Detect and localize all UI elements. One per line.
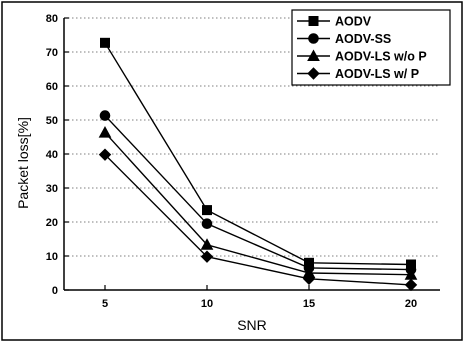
y-tick-label: 30 (46, 183, 58, 195)
data-point (200, 238, 214, 250)
y-axis-ticks: 0 10 20 30 40 50 60 70 80 (46, 13, 69, 297)
y-tick-label: 0 (52, 285, 58, 297)
legend-marker (308, 16, 319, 26)
data-point (98, 126, 112, 138)
data-point (99, 110, 111, 121)
x-tick-label: 5 (102, 298, 108, 310)
x-tick-label: 15 (303, 298, 315, 310)
series-circle (99, 110, 417, 275)
data-point (100, 37, 110, 48)
data-point (98, 148, 112, 161)
data-point (200, 250, 214, 263)
y-tick-label: 80 (46, 13, 58, 25)
legend-label: AODV-SS (335, 32, 391, 46)
series-line (104, 132, 412, 276)
x-tick-label: 10 (201, 298, 213, 310)
data-point (302, 272, 316, 285)
x-tick-label: 20 (405, 298, 417, 310)
y-axis-title: Packet loss[%] (15, 117, 31, 209)
legend-marker (307, 49, 320, 61)
legend: AODV AODV-SS AODV-LS w/o P AODV-LS w/ P (291, 9, 451, 86)
data-point (201, 218, 213, 229)
legend-label: AODV-LS w/ P (335, 67, 419, 81)
legend-marker (308, 33, 319, 44)
series-line (104, 154, 412, 286)
legend-label: AODV-LS w/o P (335, 50, 427, 64)
legend-item: AODV-LS w/o P (297, 49, 427, 64)
x-axis-title: SNR (237, 317, 267, 333)
y-tick-label: 10 (46, 251, 58, 263)
data-point (202, 205, 212, 216)
legend-item: AODV (297, 15, 372, 29)
y-tick-label: 50 (46, 115, 58, 127)
y-tick-label: 60 (46, 81, 58, 93)
legend-marker (307, 67, 320, 80)
y-tick-label: 40 (46, 149, 58, 161)
series-line (104, 115, 412, 271)
legend-item: AODV-SS (297, 32, 391, 46)
series-group (98, 37, 418, 292)
series-diamond (98, 148, 418, 292)
series-line (104, 42, 412, 266)
y-tick-label: 70 (46, 47, 58, 59)
data-point (404, 278, 418, 292)
legend-item: AODV-LS w/ P (297, 67, 419, 81)
series-triangle (98, 126, 418, 280)
y-tick-label: 20 (46, 217, 58, 229)
legend-label: AODV (335, 15, 372, 29)
x-axis-ticks: 5 10 15 20 (102, 285, 417, 310)
legend-items: AODV AODV-SS AODV-LS w/o P AODV-LS w/ P (297, 15, 427, 81)
